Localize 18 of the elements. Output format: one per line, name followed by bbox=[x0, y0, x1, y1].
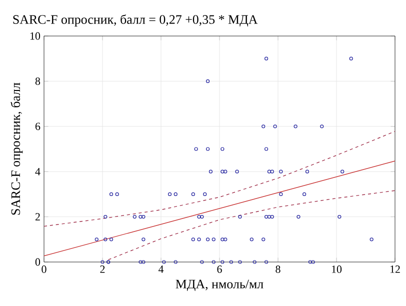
x-tick-label: 2 bbox=[100, 266, 105, 273]
chart-title: SARC-F опросник, балл = 0,27 +0,35 * МДА bbox=[13, 14, 258, 26]
y-tick-label: 2 bbox=[35, 213, 40, 220]
line-series bbox=[108, 190, 396, 260]
y-tick-label: 10 bbox=[30, 32, 40, 40]
y-tick-label: 0 bbox=[35, 258, 40, 266]
x-tick-label: 12 bbox=[390, 266, 400, 273]
x-tick-label: 8 bbox=[276, 266, 280, 273]
x-axis-title: МДА, нмоль/мл bbox=[176, 280, 264, 292]
x-tick-label: 6 bbox=[217, 266, 222, 273]
x-tick-label: 0 bbox=[42, 266, 46, 273]
line-series bbox=[44, 131, 396, 227]
y-axis-title: SARC-F опросник, балл bbox=[10, 82, 23, 215]
x-tick-label: 4 bbox=[158, 266, 164, 273]
y-tick-label: 6 bbox=[35, 122, 40, 130]
x-tick-label: 10 bbox=[332, 266, 342, 273]
y-tick-label: 4 bbox=[35, 168, 40, 176]
y-tick-label: 8 bbox=[35, 78, 40, 85]
